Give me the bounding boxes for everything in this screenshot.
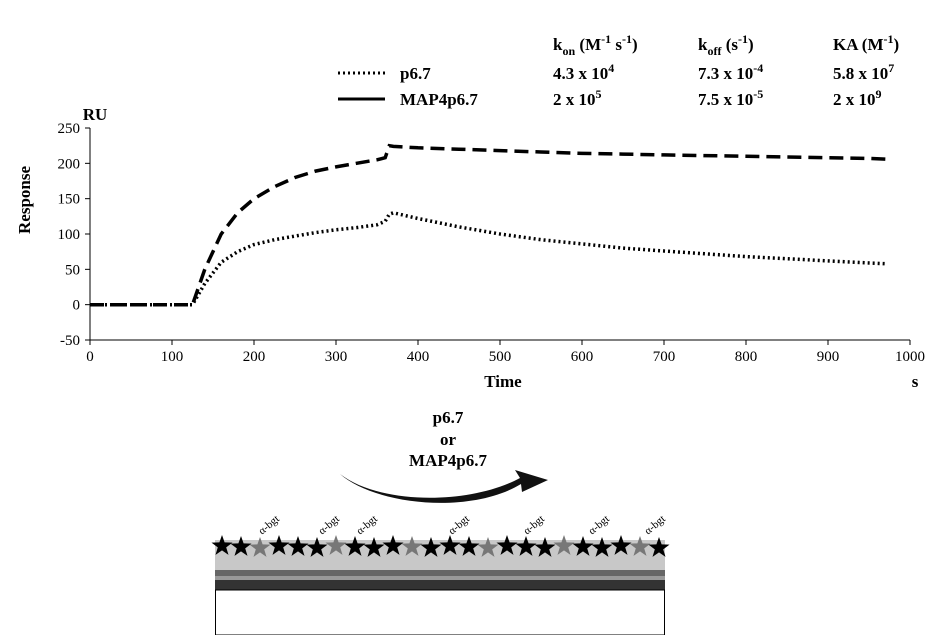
exponent: 9	[876, 87, 882, 101]
x-unit: s	[912, 372, 919, 391]
surface-layer	[215, 576, 665, 580]
antibody-label: α-bgt	[316, 513, 342, 537]
mantissa: 2 x 10	[553, 90, 596, 109]
y-unit: RU	[83, 105, 108, 124]
kinetic-value: 7.5 x 10-5	[698, 87, 763, 109]
x-tick-label: 200	[243, 349, 266, 365]
star	[591, 537, 613, 557]
mantissa: 2 x 10	[833, 90, 876, 109]
star	[420, 537, 442, 557]
mantissa: 7.3 x 10	[698, 64, 753, 83]
surface-layer	[215, 580, 665, 590]
x-tick-label: 600	[571, 349, 594, 365]
star	[363, 537, 385, 557]
x-axis-title: Time	[484, 372, 522, 391]
x-tick-label: 300	[325, 349, 348, 365]
antibody-label: α-bgt	[354, 513, 380, 537]
antibody-label: α-bgt	[586, 513, 612, 537]
x-tick-label: 1000	[895, 349, 925, 365]
star	[325, 535, 347, 555]
y-tick-label: 0	[73, 298, 81, 314]
y-axis-title: Response	[15, 166, 34, 234]
kinetic-value: 5.8 x 107	[833, 61, 894, 83]
legend-label: p6.7	[400, 64, 431, 83]
x-tick-label: 700	[653, 349, 676, 365]
series-line	[90, 143, 886, 307]
star	[230, 536, 252, 556]
star	[553, 535, 575, 555]
y-tick-label: -50	[60, 333, 80, 349]
antibody-label: α-bgt	[521, 513, 547, 537]
x-tick-label: 400	[407, 349, 430, 365]
kinetic-value: 4.3 x 104	[553, 61, 614, 83]
mantissa: 5.8 x 10	[833, 64, 888, 83]
star	[515, 536, 537, 556]
star	[439, 535, 461, 555]
star	[344, 536, 366, 556]
star	[268, 535, 290, 555]
star	[306, 537, 328, 557]
exponent: 4	[608, 61, 614, 75]
star	[211, 535, 233, 555]
col-header: koff (s-1)	[698, 32, 754, 58]
arrow-label: or	[440, 430, 457, 449]
star	[249, 537, 271, 557]
star	[610, 535, 632, 555]
arrow-label: MAP4p6.7	[409, 451, 487, 470]
star	[572, 536, 594, 556]
x-tick-label: 900	[817, 349, 840, 365]
star	[496, 535, 518, 555]
star	[382, 535, 404, 555]
exponent: -4	[753, 61, 763, 75]
y-tick-label: 100	[58, 227, 81, 243]
x-tick-label: 500	[489, 349, 512, 365]
star	[477, 537, 499, 557]
mantissa: 4.3 x 10	[553, 64, 608, 83]
col-header: kon (M-1 s-1)	[553, 32, 638, 58]
y-tick-label: 250	[58, 121, 81, 137]
star	[401, 536, 423, 556]
arrow	[340, 470, 548, 503]
antibody-label: α-bgt	[642, 513, 668, 537]
exponent: 7	[888, 61, 894, 75]
chip	[215, 589, 665, 635]
mantissa: 7.5 x 10	[698, 90, 753, 109]
antibody-label: α-bgt	[446, 513, 472, 537]
y-tick-label: 150	[58, 192, 81, 208]
star	[287, 536, 309, 556]
surface-layer	[215, 570, 665, 576]
star	[629, 536, 651, 556]
y-tick-label: 50	[65, 262, 80, 278]
exponent: 5	[596, 87, 602, 101]
exponent: -5	[753, 87, 763, 101]
kinetic-value: 2 x 105	[553, 87, 602, 109]
plot: -50 0 50 100 150 200 250 0 100 200 300 400 500 600 700…	[58, 121, 926, 365]
kinetic-value: 2 x 109	[833, 87, 882, 109]
star	[534, 537, 556, 557]
y-tick-label: 200	[58, 156, 81, 172]
x-tick-label: 100	[161, 349, 184, 365]
arrow-label: p6.7	[433, 408, 464, 427]
kinetic-value: 7.3 x 10-4	[698, 61, 763, 83]
star	[458, 536, 480, 556]
x-tick-label: 0	[86, 349, 94, 365]
x-tick-label: 800	[735, 349, 758, 365]
antibody-label: α-bgt	[256, 513, 282, 537]
legend-label: MAP4p6.7	[400, 90, 478, 109]
star	[648, 537, 670, 557]
col-header: KA (M-1)	[833, 32, 899, 54]
